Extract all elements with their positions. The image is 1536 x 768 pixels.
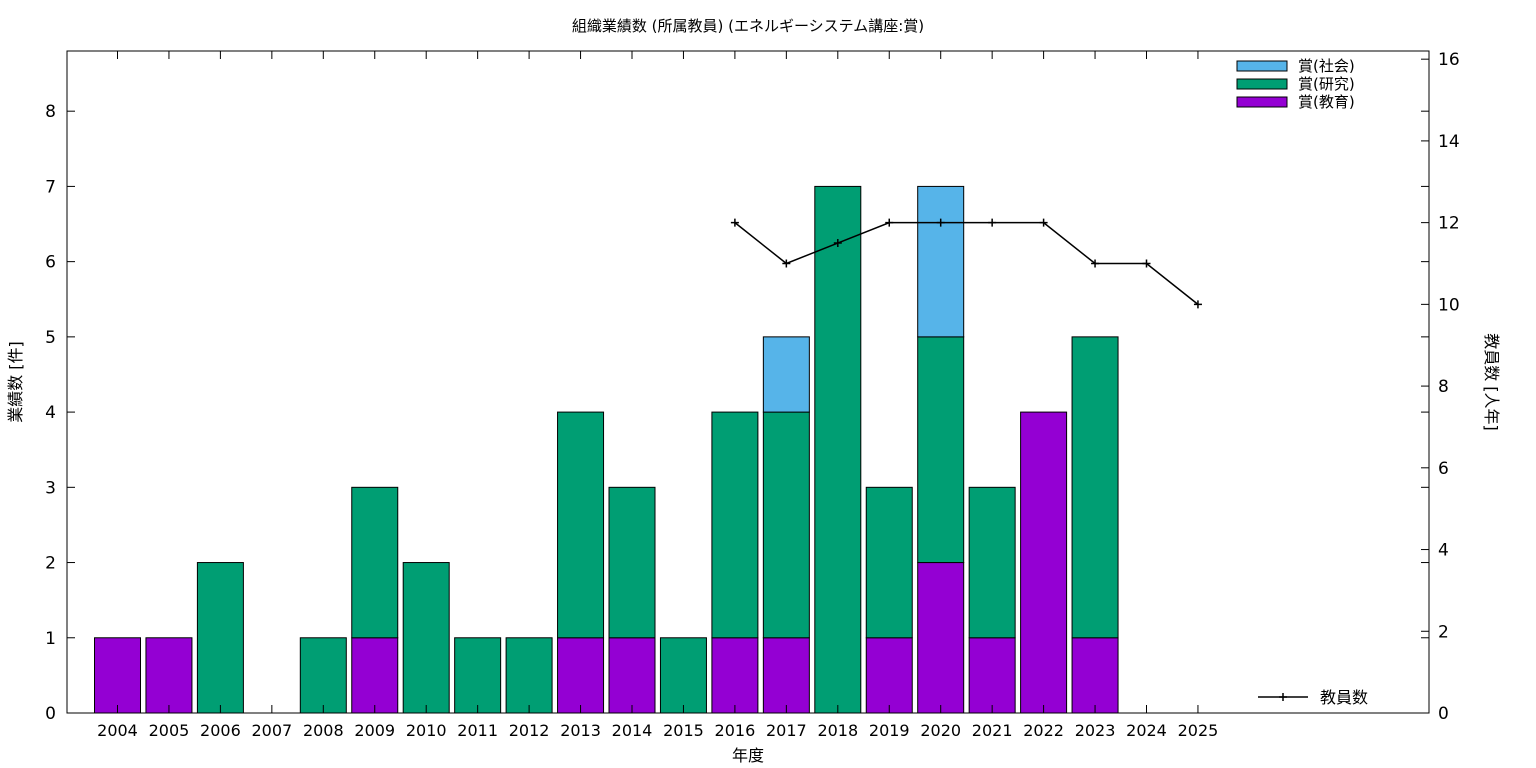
line-point: [782, 259, 791, 268]
bars-layer: [94, 185, 1119, 714]
y-tick-label: 8: [45, 102, 56, 122]
bar-segment: [608, 486, 656, 639]
y2-tick-label: 8: [1438, 377, 1449, 397]
x-tick-label: 2023: [1075, 721, 1116, 740]
bar-segment: [145, 637, 193, 714]
bar-segment: [762, 637, 810, 714]
bar-segment: [505, 637, 553, 714]
x-tick-label: 2025: [1178, 721, 1219, 740]
bar-segment: [1071, 336, 1119, 639]
y-axis-label: 業績数 [件]: [6, 341, 25, 423]
legend-swatch: [1236, 96, 1288, 108]
bar-segment: [762, 411, 810, 639]
line-point: [936, 218, 945, 227]
legend: 賞(社会)賞(研究)賞(教育) 教員数: [1236, 57, 1368, 707]
bar-segment: [968, 637, 1016, 714]
bar-segment: [351, 486, 399, 639]
x-tick-label: 2009: [354, 721, 395, 740]
legend-label: 賞(研究): [1298, 75, 1355, 93]
bar-segment: [299, 637, 347, 714]
y2-tick-label: 0: [1438, 704, 1449, 724]
bar-segment: [659, 637, 707, 714]
bar-segment: [865, 637, 913, 714]
y2-axis-label: 教員数 [人年]: [1482, 333, 1501, 431]
y-tick-label: 5: [45, 328, 56, 348]
x-tick-label: 2022: [1023, 721, 1064, 740]
bar-segment: [711, 411, 759, 639]
x-tick-label: 2015: [663, 721, 704, 740]
line-layer: [730, 218, 1202, 309]
x-tick-label: 2013: [560, 721, 601, 740]
bar-segment: [762, 336, 810, 413]
x-tick-label: 2007: [251, 721, 292, 740]
x-tick-label: 2011: [457, 721, 498, 740]
x-tick-label: 2005: [149, 721, 190, 740]
x-tick-label: 2021: [972, 721, 1013, 740]
x-tick-label: 2010: [406, 721, 447, 740]
bar-segment: [402, 562, 450, 714]
legend-swatch: [1236, 78, 1288, 90]
y2-tick-label: 10: [1438, 295, 1460, 315]
line-point: [1039, 218, 1048, 227]
line-point: [1091, 259, 1100, 268]
x-tick-label: 2012: [509, 721, 550, 740]
bar-segment: [351, 637, 399, 714]
y-tick-label: 4: [45, 403, 56, 423]
y2-tick-label: 16: [1438, 50, 1460, 70]
x-tick-label: 2018: [817, 721, 858, 740]
y2-tick-label: 6: [1438, 459, 1449, 479]
x-tick-label: 2024: [1126, 721, 1167, 740]
bar-segment: [711, 637, 759, 714]
y-tick-label: 6: [45, 253, 56, 273]
x-tick-label: 2020: [920, 721, 961, 740]
chart-title: 組織業績数 (所属教員) (エネルギーシステム講座:賞): [572, 17, 924, 35]
bar-segment: [454, 637, 502, 714]
bar-segment: [557, 637, 605, 714]
x-tick-label: 2006: [200, 721, 241, 740]
bar-segment: [917, 562, 965, 714]
line-point: [988, 218, 997, 227]
x-tick-label: 2017: [766, 721, 807, 740]
legend-swatch: [1236, 60, 1288, 72]
bar-segment: [968, 486, 1016, 639]
x-tick-label: 2014: [612, 721, 653, 740]
line-point: [730, 218, 739, 227]
x-tick-label: 2008: [303, 721, 344, 740]
y-tick-label: 3: [45, 478, 56, 498]
bar-segment: [94, 637, 141, 714]
x-tick-label: 2019: [869, 721, 910, 740]
y-tick-label: 1: [45, 629, 56, 649]
bar-segment: [608, 637, 656, 714]
line-point: [1193, 300, 1202, 309]
line-point: [885, 218, 894, 227]
x-tick-label: 2016: [715, 721, 756, 740]
line-point: [833, 239, 842, 248]
y2-tick-label: 12: [1438, 214, 1460, 234]
legend-line-label: 教員数: [1320, 688, 1368, 707]
bar-segment: [865, 486, 913, 639]
legend-label: 賞(教育): [1298, 93, 1355, 111]
y-tick-label: 0: [45, 704, 56, 724]
bar-segment: [1020, 411, 1068, 714]
bar-segment: [196, 562, 244, 714]
legend-line-marker: [1279, 693, 1287, 701]
y2-tick-label: 2: [1438, 622, 1449, 642]
y2-tick-label: 4: [1438, 541, 1449, 561]
bar-segment: [917, 336, 965, 564]
bar-segment: [1071, 637, 1119, 714]
bar-segment: [917, 185, 965, 338]
legend-label: 賞(社会): [1298, 57, 1355, 75]
bar-segment: [814, 185, 862, 714]
y2-tick-label: 14: [1438, 132, 1460, 152]
line-series-path: [734, 221, 1199, 305]
bar-segment: [557, 411, 605, 639]
y-tick-label: 2: [45, 554, 56, 574]
plot-frame: [66, 50, 1430, 714]
line-point: [1142, 259, 1151, 268]
x-tick-label: 2004: [97, 721, 138, 740]
y-tick-label: 7: [45, 177, 56, 197]
x-axis-label: 年度: [732, 746, 764, 765]
